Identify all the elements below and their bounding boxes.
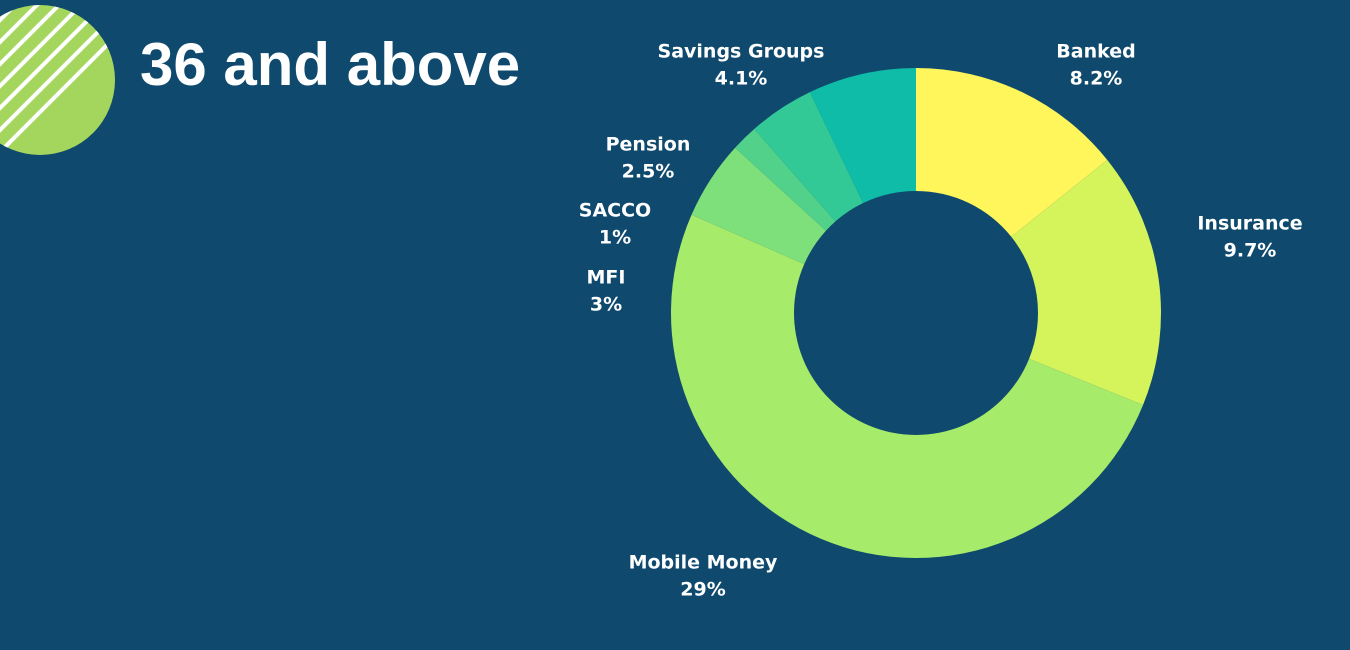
slice-sacco	[735, 129, 836, 231]
slice-value-label: 8.2%	[1070, 68, 1123, 90]
decorative-striped-circle	[0, 5, 115, 155]
slice-mfi	[691, 147, 826, 265]
slice-value-label: 4.1%	[715, 68, 768, 90]
slice-value-label: 9.7%	[1224, 240, 1277, 262]
slice-label: Banked	[1056, 41, 1135, 63]
slice-savings-groups	[809, 68, 916, 204]
slice-label: Savings Groups	[658, 41, 825, 63]
slice-value-label: 2.5%	[622, 161, 675, 183]
slice-label: SACCO	[579, 200, 651, 222]
slice-label: Pension	[606, 134, 691, 156]
slice-mobile-money	[670, 214, 1144, 559]
slice-label: Insurance	[1197, 213, 1302, 235]
slice-label: Mobile Money	[629, 552, 778, 574]
slice-label: MFI	[587, 267, 626, 289]
page-title: 36 and above	[140, 31, 521, 98]
slice-banked	[916, 68, 1108, 237]
slice-value-label: 1%	[599, 227, 631, 249]
slice-insurance	[1011, 159, 1161, 406]
slice-value-label: 29%	[680, 579, 725, 601]
slice-value-label: 3%	[590, 294, 622, 316]
slice-pension	[754, 92, 864, 222]
